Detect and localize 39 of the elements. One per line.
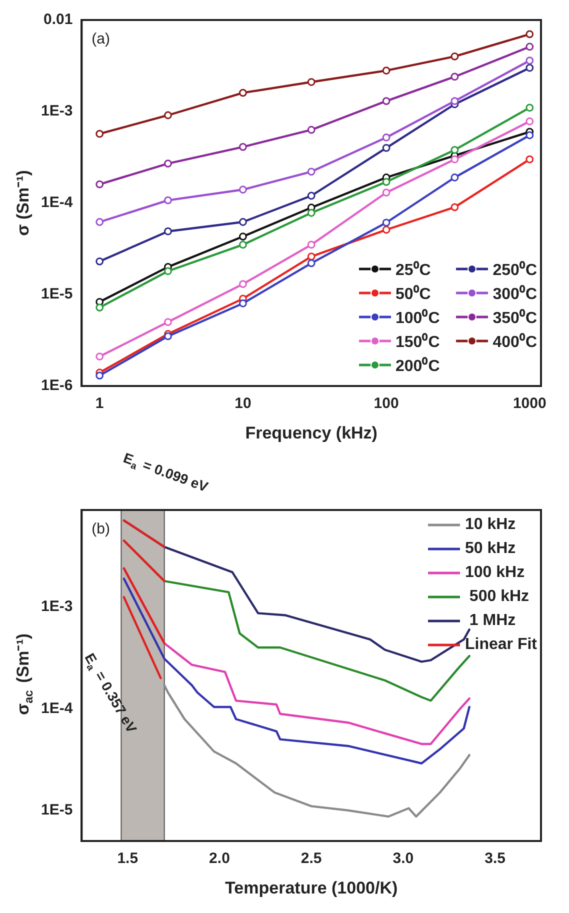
y-tick-label: 1E-4 xyxy=(40,194,74,212)
x-tick-label: 3.0 xyxy=(392,850,414,868)
x-tick-label: 1.5 xyxy=(117,850,138,868)
x-tick-label: 100 xyxy=(374,395,399,412)
legend-label: 250⁰C xyxy=(492,260,537,280)
x-axis-title: Temperature (1000/K) xyxy=(225,878,398,898)
y-tick-label: 1E-3 xyxy=(40,102,73,120)
x-tick-label: 2.0 xyxy=(209,850,230,868)
legend-label: 100⁰C xyxy=(396,308,440,328)
legend-label: 150⁰C xyxy=(396,332,440,352)
legend-label: 350⁰C xyxy=(492,308,537,328)
legend-label: 200⁰C xyxy=(396,356,440,376)
legend-label: 1 MHz xyxy=(468,612,516,630)
y-tick-label: 0.01 xyxy=(43,11,73,28)
x-tick-label: 1000 xyxy=(512,395,546,412)
legend-label: 10 kHz xyxy=(464,516,516,534)
x-tick-label: 1 xyxy=(95,395,104,412)
x-tick-label: 2.5 xyxy=(300,850,322,868)
y-axis-title: σac (Sm⁻¹) xyxy=(14,633,36,716)
legend-label: 25⁰C xyxy=(396,260,431,280)
legend-label: 100 kHz xyxy=(464,564,525,582)
y-axis-title: σ (Sm⁻¹) xyxy=(14,170,33,236)
annotation: (b) xyxy=(92,520,110,538)
y-tick-label: 1E-6 xyxy=(40,377,73,394)
legend-label: 500 kHz xyxy=(468,588,530,606)
x-axis-title: Frequency (kHz) xyxy=(245,424,378,443)
annotation: (a) xyxy=(92,30,110,48)
legend-label: Linear Fit xyxy=(464,636,537,654)
legend-label: 50⁰C xyxy=(396,284,431,304)
legend-label: 400⁰C xyxy=(492,332,537,352)
legend-label: 300⁰C xyxy=(492,284,537,304)
y-tick-label: 1E-5 xyxy=(40,286,73,303)
text: Ea = 0.099 eV xyxy=(121,449,211,496)
y-tick-label: 1E-3 xyxy=(40,598,73,616)
y-tick-label: 1E-4 xyxy=(40,700,74,717)
y-tick-label: 1E-5 xyxy=(40,802,73,819)
legend-label: 50 kHz xyxy=(464,540,516,558)
x-tick-label: 3.5 xyxy=(484,850,506,868)
x-tick-label: 10 xyxy=(234,395,252,412)
